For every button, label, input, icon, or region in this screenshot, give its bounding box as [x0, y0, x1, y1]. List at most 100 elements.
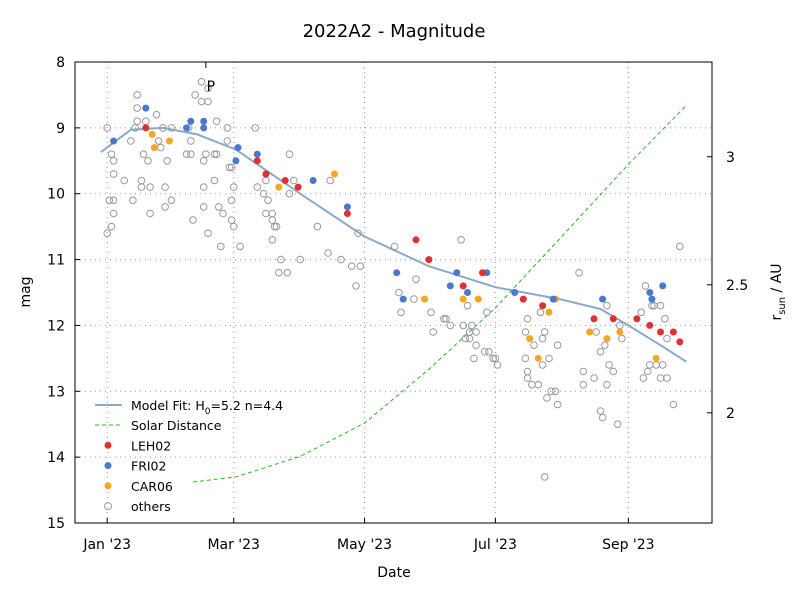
point-others: [223, 137, 232, 145]
y-tick-label: 8: [56, 55, 65, 71]
point-others: [210, 176, 219, 185]
point-others: [107, 150, 116, 158]
x-tick-label: Sep '23: [602, 537, 655, 553]
point-others: [204, 97, 212, 106]
legend-solar-label: Solar Distance: [131, 418, 222, 433]
point-others: [468, 321, 476, 330]
chart-title: 2022A2 - Magnitude: [303, 21, 486, 42]
point-leh02: [425, 256, 433, 264]
x-axis-label: Date: [377, 565, 410, 581]
point-others: [219, 209, 227, 218]
point-others: [551, 387, 560, 396]
point-others: [199, 157, 208, 165]
point-leh02: [262, 170, 270, 178]
legend-fri02-marker: [104, 462, 112, 470]
point-others: [268, 209, 277, 218]
point-fri02: [187, 117, 195, 125]
point-fri02: [399, 295, 407, 303]
point-others: [187, 150, 195, 158]
point-others: [285, 150, 294, 158]
point-others: [236, 242, 244, 251]
point-car06: [148, 130, 156, 138]
point-car06: [545, 308, 553, 316]
y-axis-label: mag: [18, 276, 34, 307]
x-tick-label: Jul '23: [473, 537, 517, 553]
point-car06: [474, 295, 482, 303]
point-fri02: [511, 289, 519, 296]
point-fri02: [183, 124, 190, 132]
point-others: [272, 222, 281, 231]
point-others: [397, 308, 405, 317]
point-others: [616, 321, 624, 330]
point-others: [523, 374, 532, 382]
point-car06: [459, 295, 467, 303]
point-fri02: [393, 269, 401, 277]
point-car06: [603, 335, 611, 343]
legend-model-text-part: =5.2 n=4.4: [210, 398, 283, 413]
point-fri02: [453, 269, 461, 277]
point-others: [139, 150, 148, 158]
model-fit-line: [100, 126, 687, 363]
point-others: [109, 209, 118, 218]
legend-model-text-part: 0: [205, 407, 211, 417]
point-others: [641, 282, 650, 290]
point-others: [637, 308, 646, 317]
x-tick-label: Jan '23: [82, 537, 131, 553]
point-others: [412, 275, 420, 284]
point-car06: [275, 183, 283, 191]
point-others: [109, 196, 118, 205]
y-tick-label: 14: [47, 450, 65, 466]
point-others: [390, 242, 399, 251]
point-others: [643, 367, 652, 376]
perihelion-label: P: [207, 79, 215, 95]
point-others: [463, 301, 472, 310]
point-others: [538, 361, 547, 369]
point-others: [545, 354, 553, 363]
point-others: [229, 222, 238, 231]
x-tick-label: May '23: [337, 537, 392, 553]
y-tick-label: 11: [47, 253, 65, 269]
point-leh02: [479, 269, 486, 277]
point-others: [202, 150, 210, 158]
point-others: [598, 413, 607, 422]
point-others: [652, 361, 661, 369]
point-others: [142, 117, 150, 126]
point-others: [427, 308, 435, 317]
point-others: [146, 183, 154, 191]
point-others: [197, 97, 206, 106]
point-others: [553, 400, 562, 409]
y-tick-label: 15: [47, 516, 65, 532]
point-others: [429, 328, 438, 336]
point-others: [538, 334, 547, 343]
point-others: [530, 341, 538, 350]
point-others: [133, 104, 141, 112]
y-tick-label: 12: [47, 318, 65, 334]
point-others: [480, 348, 489, 356]
point-fri02: [343, 203, 351, 211]
legend-leh02-marker: [104, 441, 112, 449]
point-others: [534, 380, 543, 389]
y2-tick-label: 3: [726, 150, 735, 166]
point-others: [159, 124, 167, 132]
point-others: [259, 189, 268, 198]
point-leh02: [343, 210, 351, 217]
point-others: [575, 268, 583, 277]
legend-others-label: others: [131, 499, 171, 514]
point-others: [352, 282, 360, 290]
point-others: [227, 216, 236, 224]
point-others: [489, 354, 498, 363]
point-fri02: [464, 289, 471, 296]
point-others: [290, 176, 298, 185]
plot-frame: [74, 61, 713, 524]
point-others: [613, 420, 622, 429]
point-others: [440, 315, 448, 323]
point-others: [268, 216, 277, 224]
point-fri02: [232, 157, 240, 165]
point-others: [277, 255, 285, 264]
point-others: [663, 334, 671, 343]
point-others: [658, 361, 667, 369]
point-others: [663, 374, 671, 382]
point-others: [227, 163, 236, 172]
point-car06: [150, 144, 158, 152]
